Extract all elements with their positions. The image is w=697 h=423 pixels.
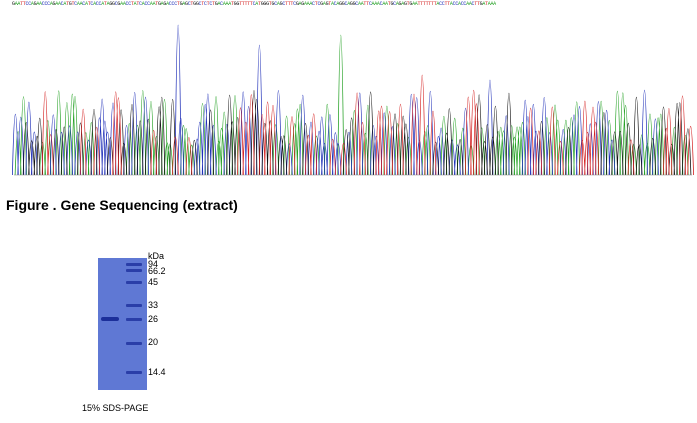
marker-label-45: 45: [148, 277, 159, 287]
marker-label-94: 94: [148, 259, 159, 269]
marker-band-26: [126, 318, 142, 321]
sequencing-chromatogram: [12, 24, 694, 176]
gel-image: [98, 258, 147, 390]
marker-band-66: [126, 269, 142, 272]
kda-unit-label: kDa: [148, 251, 165, 261]
sequence-text: GAATTCCAGAACCCAGAACATGTCAACATCACCATAGGCG…: [12, 1, 496, 7]
marker-band-94: [126, 263, 142, 266]
marker-band-14: [126, 371, 142, 374]
trace-G: [22, 90, 692, 176]
marker-band-45: [126, 281, 142, 284]
marker-label-33: 33: [148, 300, 159, 310]
marker-label-14: 14.4: [148, 367, 166, 377]
trace-C: [12, 24, 659, 176]
sample-band: [101, 317, 119, 321]
marker-band-33: [126, 304, 142, 307]
figure-caption: Figure . Gene Sequencing (extract): [6, 197, 238, 213]
trace-A: [14, 34, 689, 176]
marker-band-20: [126, 342, 142, 345]
sds-page-gel: kDa 94 66.2 45 33 26 20 14.4 15% SDS-PAG…: [70, 250, 230, 420]
trace-T: [41, 74, 694, 176]
marker-label-20: 20: [148, 337, 159, 347]
gel-caption: 15% SDS-PAGE: [82, 403, 149, 413]
marker-label-66: 66.2: [148, 266, 166, 276]
marker-label-26: 26: [148, 314, 159, 324]
